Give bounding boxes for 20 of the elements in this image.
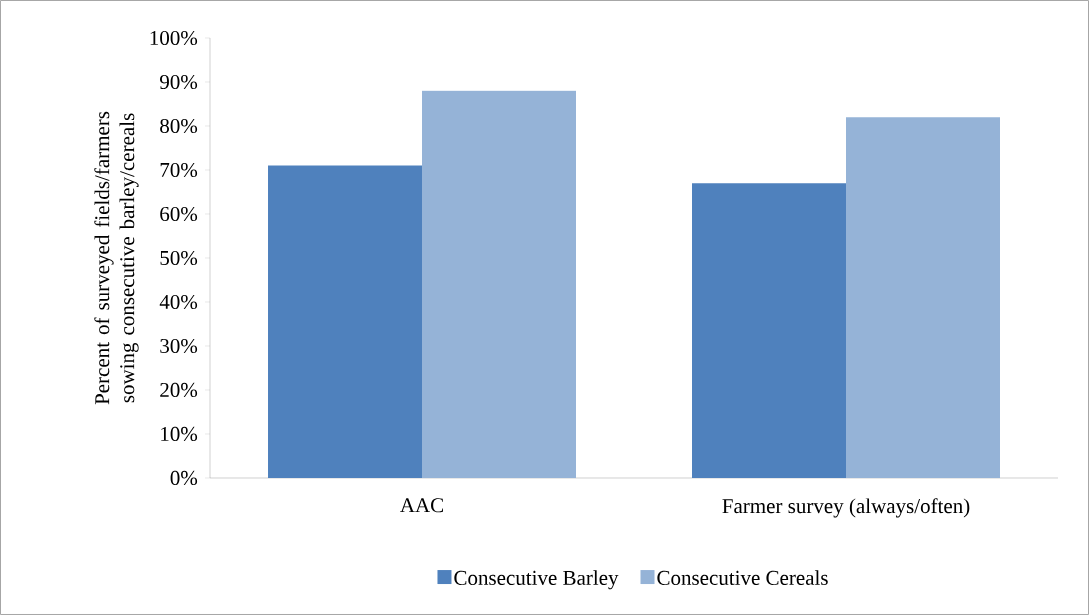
bar: [268, 165, 423, 478]
y-tick-label: 0%: [170, 470, 198, 486]
y-tick-label: 70%: [160, 162, 198, 178]
bar: [692, 183, 846, 478]
x-tick-label: Farmer survey (always/often): [722, 498, 970, 518]
legend-label: Consecutive Barley: [454, 570, 619, 590]
y-tick-label: 60%: [160, 206, 198, 222]
y-tick-label: 20%: [160, 382, 198, 398]
x-tick-label: AAC: [400, 498, 444, 513]
bar: [846, 117, 1000, 478]
y-tick-label: 80%: [160, 118, 198, 134]
y-tick-label: 100%: [150, 30, 198, 46]
bar: [422, 90, 576, 478]
y-tick-label: 10%: [161, 426, 198, 442]
y-tick-label: 50%: [160, 250, 198, 266]
y-tick-label: 30%: [160, 338, 198, 354]
y-axis-title: Percent of surveyed fields/farmers sowing consecutive barley/cereals: [94, 111, 139, 405]
y-tick-label: 90%: [159, 74, 198, 90]
y-tick-label: 40%: [159, 294, 198, 310]
legend-label: Consecutive Cereals: [657, 570, 828, 585]
